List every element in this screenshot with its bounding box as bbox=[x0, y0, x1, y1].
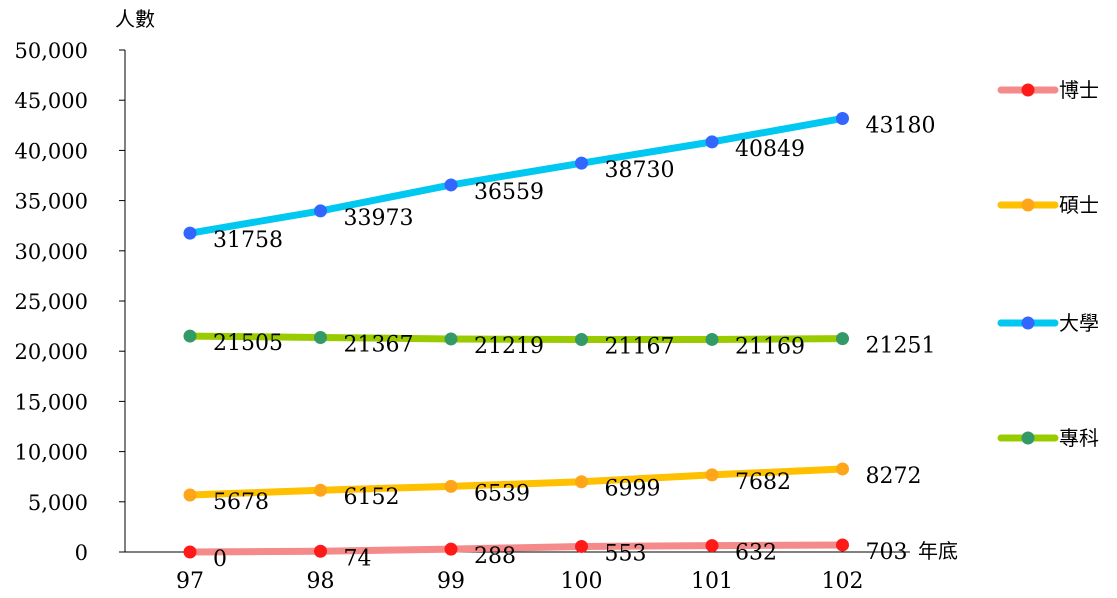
data-point bbox=[705, 468, 719, 482]
y-tick-label: 0 bbox=[75, 541, 88, 565]
data-point bbox=[444, 178, 458, 192]
x-axis-ticks: 97 98 99 100 101 102 bbox=[176, 569, 864, 594]
data-point bbox=[836, 332, 849, 346]
data-point bbox=[314, 204, 327, 218]
data-label: 6999 bbox=[605, 477, 661, 502]
data-label: 43180 bbox=[866, 113, 936, 138]
legend-item: 碩士 bbox=[997, 193, 1099, 217]
y-axis-title: 人數 bbox=[115, 7, 155, 31]
data-point bbox=[705, 135, 719, 149]
legend-item: 專科 bbox=[997, 426, 1099, 450]
data-label: 21505 bbox=[213, 331, 283, 356]
data-label: 33973 bbox=[344, 206, 414, 231]
data-label: 21219 bbox=[474, 334, 544, 359]
legend-label: 大學 bbox=[1059, 311, 1099, 335]
data-label: 5678 bbox=[213, 490, 269, 515]
y-tick-label: 5,000 bbox=[28, 491, 88, 515]
y-tick-label: 35,000 bbox=[15, 190, 88, 214]
y-tick-label: 50,000 bbox=[15, 39, 88, 63]
legend-swatch-marker bbox=[1021, 83, 1035, 97]
data-label: 21251 bbox=[866, 334, 936, 359]
legend-item: 大學 bbox=[997, 311, 1099, 335]
y-tick-label: 40,000 bbox=[15, 139, 88, 163]
data-point bbox=[183, 329, 197, 343]
legend-label: 博士 bbox=[1059, 78, 1099, 102]
data-point bbox=[444, 542, 458, 556]
x-tick-label: 99 bbox=[437, 569, 465, 594]
data-point bbox=[836, 462, 849, 476]
series-line bbox=[186, 541, 846, 556]
data-point bbox=[314, 483, 327, 497]
series-layer: 0 74 288 553 632 703 5678 6152 6539 6999 7682 8272 3… bbox=[183, 111, 936, 572]
data-point bbox=[183, 545, 197, 559]
data-point bbox=[575, 332, 588, 346]
data-label: 21367 bbox=[344, 332, 414, 357]
data-label: 553 bbox=[605, 541, 647, 566]
x-tick-label: 102 bbox=[822, 569, 864, 594]
legend-label: 專科 bbox=[1059, 426, 1099, 450]
data-point bbox=[183, 488, 197, 502]
series-0: 0 74 288 553 632 703 bbox=[183, 538, 908, 572]
data-point bbox=[575, 475, 588, 489]
legend-label: 碩士 bbox=[1059, 193, 1099, 217]
data-label: 8272 bbox=[866, 464, 922, 489]
x-tick-label: 100 bbox=[561, 569, 603, 594]
legend-item: 博士 bbox=[997, 78, 1099, 102]
data-label: 31758 bbox=[213, 228, 283, 253]
y-tick-label: 20,000 bbox=[15, 340, 88, 364]
series-3: 21505 21367 21219 21167 21169 21251 bbox=[183, 329, 936, 359]
data-point bbox=[836, 111, 849, 125]
data-label: 7682 bbox=[735, 470, 791, 495]
series-line bbox=[186, 332, 846, 343]
data-point bbox=[444, 479, 458, 493]
data-label: 21169 bbox=[735, 334, 805, 359]
legend-swatch-marker bbox=[1021, 431, 1035, 445]
data-point bbox=[444, 332, 458, 346]
data-label: 6152 bbox=[344, 485, 400, 510]
x-tick-label: 101 bbox=[691, 569, 733, 594]
data-label: 703 bbox=[866, 540, 908, 565]
data-label: 0 bbox=[213, 547, 227, 572]
series-1: 5678 6152 6539 6999 7682 8272 bbox=[183, 462, 922, 515]
data-point bbox=[183, 226, 197, 240]
y-tick-label: 45,000 bbox=[15, 89, 88, 113]
data-label: 6539 bbox=[474, 481, 530, 506]
x-tick-label: 97 bbox=[176, 569, 204, 594]
y-tick-label: 25,000 bbox=[15, 290, 88, 314]
series-line bbox=[186, 114, 846, 237]
data-label: 40849 bbox=[735, 137, 805, 162]
x-tick-label: 98 bbox=[307, 569, 335, 594]
data-label: 632 bbox=[735, 541, 777, 566]
data-label: 36559 bbox=[474, 180, 544, 205]
y-tick-label: 15,000 bbox=[15, 390, 88, 414]
series-line bbox=[186, 465, 846, 499]
data-point bbox=[314, 544, 327, 558]
series-2: 31758 33973 36559 38730 40849 43180 bbox=[183, 111, 936, 253]
y-tick-label: 10,000 bbox=[15, 441, 88, 465]
data-point bbox=[705, 539, 719, 553]
data-label: 21167 bbox=[605, 334, 675, 359]
data-point bbox=[705, 332, 719, 346]
data-label: 74 bbox=[344, 546, 372, 571]
legend-swatch-marker bbox=[1021, 316, 1035, 330]
data-label: 38730 bbox=[605, 158, 675, 183]
x-axis-title: 年底 bbox=[918, 539, 958, 563]
data-point bbox=[575, 539, 588, 553]
legend-swatch-marker bbox=[1021, 198, 1035, 212]
data-point bbox=[575, 156, 588, 170]
y-tick-label: 30,000 bbox=[15, 240, 88, 264]
data-point bbox=[836, 538, 849, 552]
data-label: 288 bbox=[474, 544, 516, 569]
data-point bbox=[314, 330, 327, 344]
y-axis-ticks: 0 5,000 10,000 15,000 20,000 25,000 30,000 35,0… bbox=[15, 39, 125, 565]
